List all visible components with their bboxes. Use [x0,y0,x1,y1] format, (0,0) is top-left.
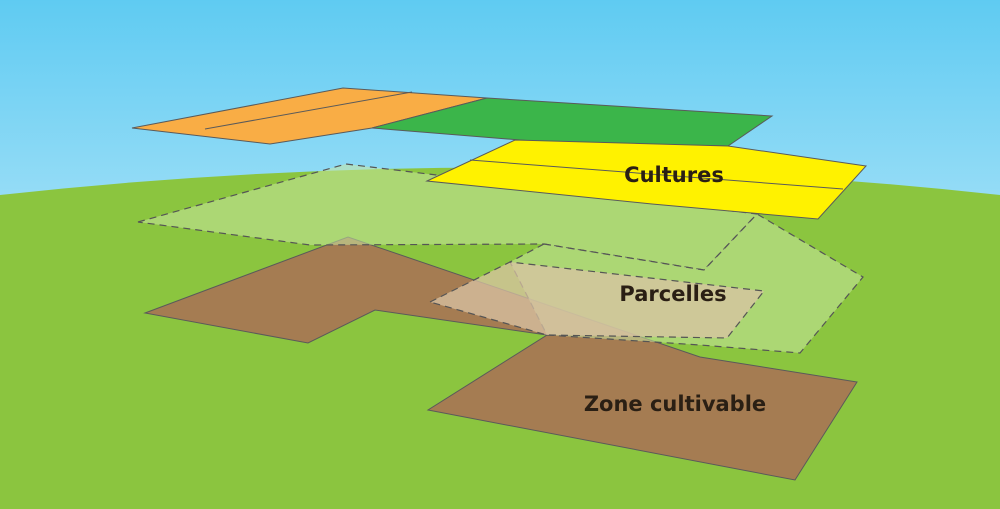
label-cultures: Cultures [624,163,724,187]
label-zone-cultivable: Zone cultivable [584,392,766,416]
crop-yellow-divider [469,159,844,190]
parcelles-inner-highlight [428,261,766,339]
parcelles-layer-back [137,163,759,271]
label-parcelles: Parcelles [619,282,726,306]
crop-orange-divider [204,91,413,130]
crop-yellow-field [425,139,868,220]
